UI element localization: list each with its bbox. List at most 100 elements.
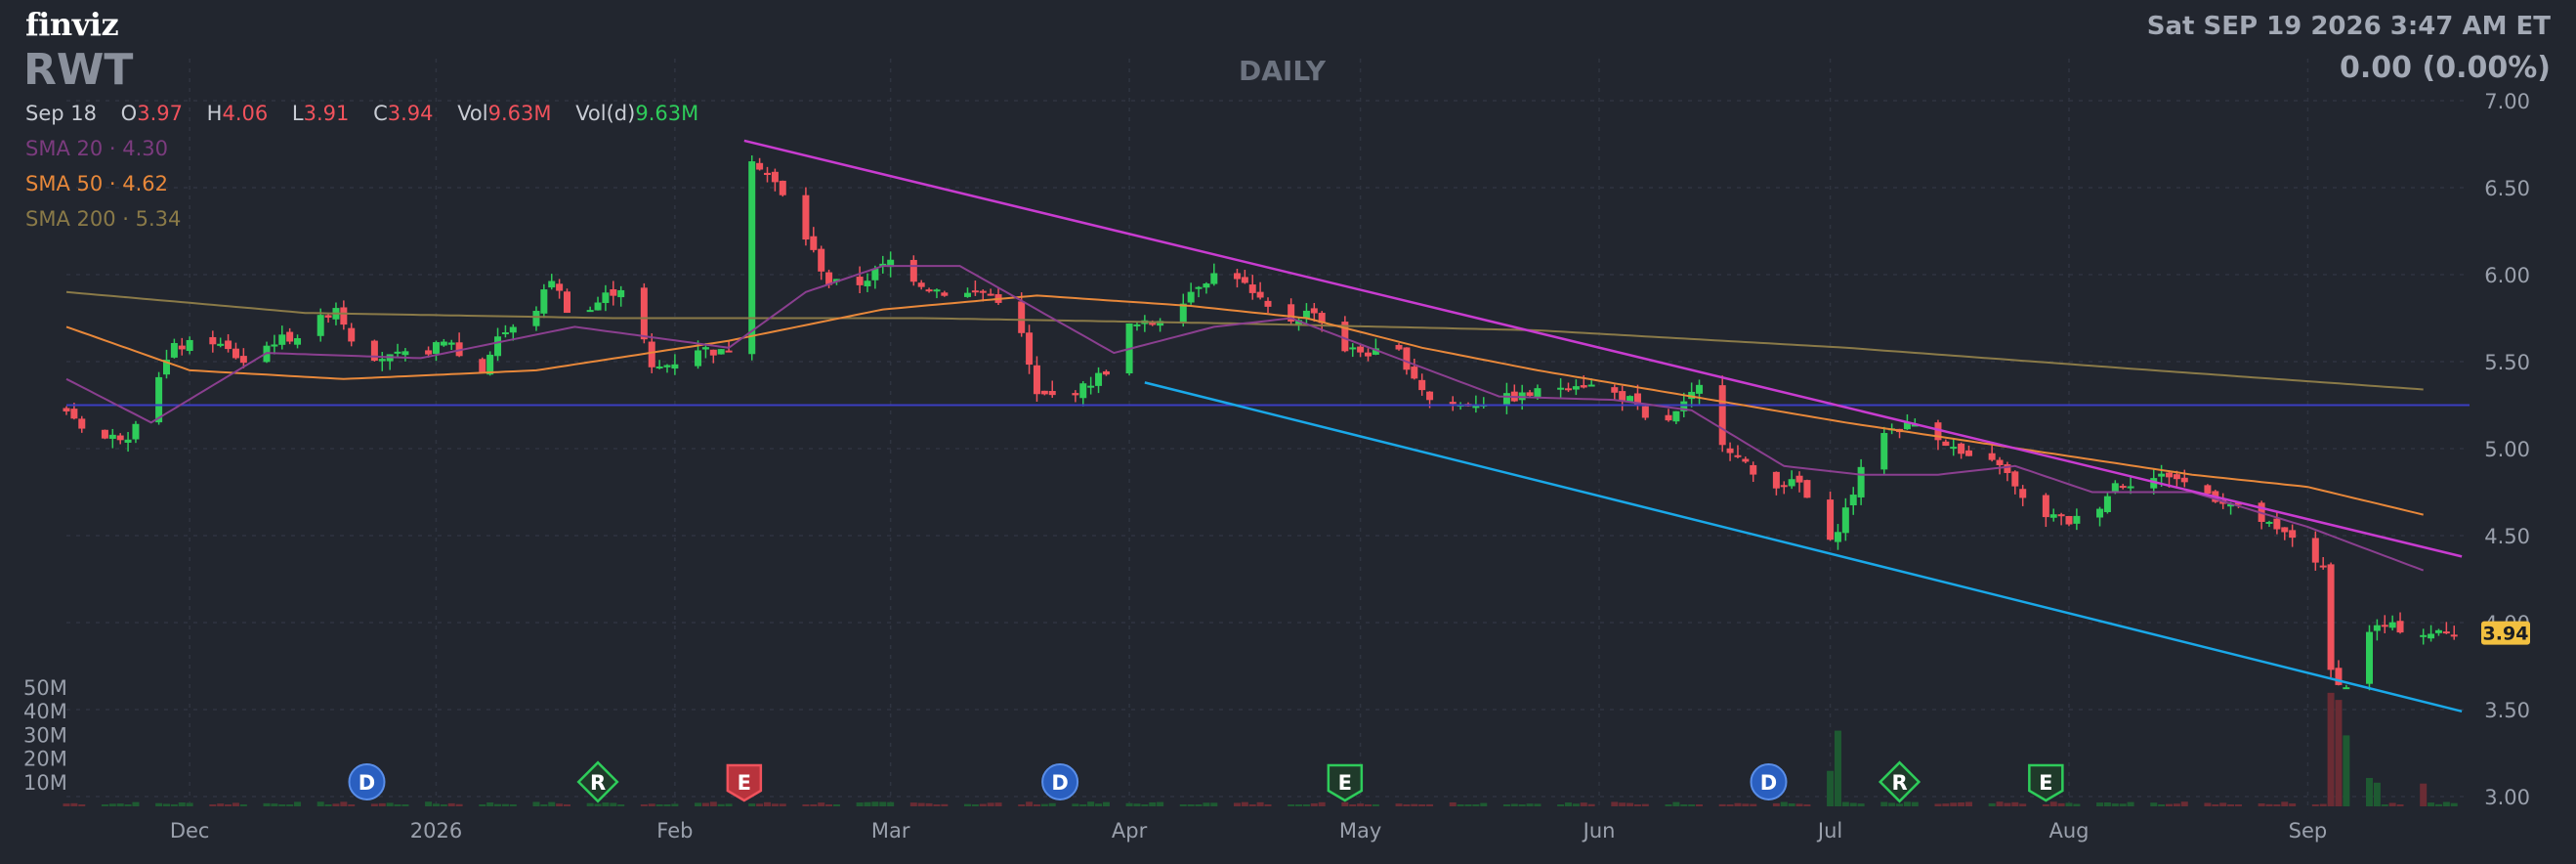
volume-bar: [108, 803, 116, 806]
candle-body: [1426, 391, 1434, 401]
volume-bar: [2335, 700, 2343, 806]
finviz-logo[interactable]: finviz: [25, 6, 119, 43]
candle-body: [2434, 629, 2442, 633]
candle-body: [239, 356, 247, 364]
candle-body: [825, 272, 833, 285]
x-tick-label: Apr: [1112, 819, 1148, 842]
candle-body: [964, 292, 971, 297]
volume-bar: [909, 802, 917, 806]
volume-bar: [447, 802, 455, 806]
candle-body: [1095, 372, 1103, 386]
volume-bar: [971, 804, 979, 806]
volume-bar: [1464, 804, 1472, 806]
volume-bar: [671, 803, 679, 806]
volume-bar: [1472, 804, 1480, 806]
volume-bar: [979, 803, 987, 806]
candle-body: [779, 180, 786, 195]
candle-body: [124, 439, 132, 443]
candle-body: [340, 307, 348, 325]
y-tick-label: 6.00: [2484, 264, 2530, 287]
candle-body: [1233, 273, 1241, 280]
candle-body: [1750, 464, 1757, 475]
volume-bar: [1557, 804, 1565, 806]
volume-bar: [317, 801, 324, 806]
volume-bar: [2381, 804, 2388, 806]
volume-bar: [1888, 802, 1896, 806]
candle-body: [2396, 621, 2404, 633]
event-marker: R: [576, 760, 619, 803]
volume-bar: [509, 804, 517, 806]
volume-bar: [663, 804, 671, 806]
volume-bar: [1095, 803, 1103, 806]
candle-body: [378, 359, 386, 362]
candle-body: [802, 194, 810, 240]
sma20-legend[interactable]: SMA 20 · 4.30: [25, 137, 169, 160]
candle-body: [2265, 521, 2273, 524]
volume-bar: [1149, 801, 1157, 806]
volume-bar: [725, 803, 733, 806]
volume-bar: [2111, 803, 2119, 806]
candle-body: [2150, 478, 2158, 489]
candle-body: [2073, 515, 2081, 524]
volume-tick-label: 10M: [23, 771, 67, 795]
volume-bar: [2065, 802, 2073, 806]
volume-bar: [1411, 803, 1418, 806]
candle-body: [1418, 379, 1426, 391]
volume-bars: [63, 692, 2458, 806]
candle-body: [818, 248, 825, 272]
candle-body: [2119, 486, 2127, 489]
volume-bar: [1302, 804, 1310, 806]
volume-bar: [1934, 803, 1942, 806]
candle-body: [286, 331, 294, 342]
volume-bar: [925, 802, 933, 806]
candle-body: [987, 293, 994, 296]
candle-body: [1611, 387, 1619, 393]
candle-body: [1411, 367, 1418, 379]
volume-bar: [2343, 735, 2350, 806]
volume-bar: [887, 801, 895, 806]
volume-bar: [1256, 801, 1264, 806]
grid: [66, 59, 2470, 806]
volume-bar: [2319, 803, 2327, 806]
candle-body: [1072, 393, 1079, 396]
high-value: 4.06: [222, 102, 269, 125]
volume-bar: [1079, 804, 1087, 806]
last-price-tag-text: 3.94: [2483, 624, 2529, 645]
candle-body: [2420, 634, 2428, 637]
candle-body: [1633, 393, 1641, 407]
candle-body: [771, 171, 779, 183]
volume-bar: [717, 803, 725, 806]
volume-bar: [209, 804, 217, 806]
volume-bar: [1619, 802, 1626, 806]
volume-bar: [917, 802, 925, 806]
event-marker: E: [2028, 763, 2064, 802]
volume-bar: [1688, 804, 1696, 806]
volume-bar: [155, 802, 163, 806]
y-tick-label: 5.00: [2484, 438, 2530, 461]
volume-bar: [1318, 801, 1326, 806]
volume-bar: [548, 801, 556, 806]
volume-bar: [556, 803, 564, 806]
candle-body: [1688, 391, 1696, 400]
earnings-marker-icon: [1327, 763, 1364, 802]
volume-bar: [1803, 804, 1811, 806]
volume-bar: [1125, 802, 1133, 806]
sma200-legend[interactable]: SMA 200 · 5.34: [25, 207, 182, 231]
volume-bar: [1502, 804, 1510, 806]
candle-body: [232, 348, 239, 359]
sma50-legend[interactable]: SMA 50 · 4.62: [25, 172, 169, 195]
volume-bar: [1742, 803, 1750, 806]
open-value: 3.97: [137, 102, 183, 125]
volume-bar: [1349, 804, 1357, 806]
volume-bar: [440, 804, 447, 806]
candle-body: [2011, 471, 2019, 487]
volume-tick-label: 40M: [23, 700, 67, 723]
candle-body: [1288, 304, 1295, 322]
candle-body: [401, 351, 409, 356]
volume-bar: [1510, 803, 1518, 806]
volume-bar: [1734, 802, 1742, 806]
candle-body: [2096, 508, 2104, 518]
candle-body: [1742, 458, 1750, 462]
volume-bar: [1365, 804, 1372, 806]
volume-bar: [239, 804, 247, 806]
